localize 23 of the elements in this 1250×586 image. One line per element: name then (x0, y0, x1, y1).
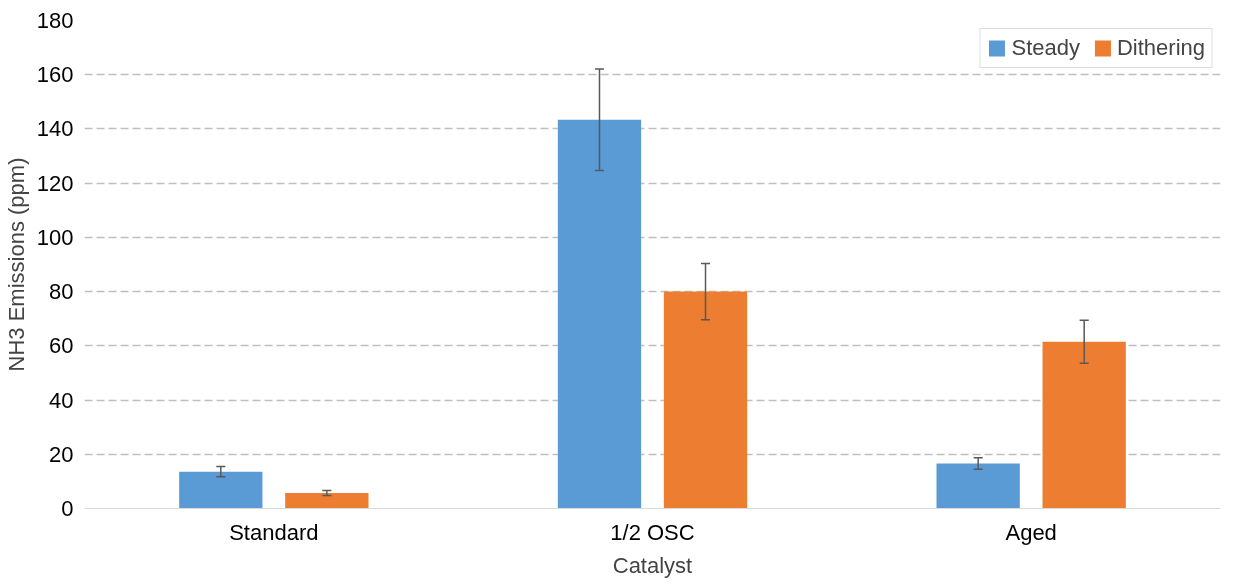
y-tick-label: 0 (61, 496, 74, 521)
bar (285, 493, 369, 509)
x-tick-label: Aged (1005, 519, 1057, 545)
bar (936, 463, 1020, 509)
y-tick-label: 120 (36, 170, 74, 196)
y-tick-label: 60 (49, 333, 74, 359)
y-tick-label: 80 (49, 279, 74, 305)
y-tick-label: 20 (49, 441, 74, 467)
y-tick-label: 100 (36, 224, 74, 250)
x-tick-label: 1/2 OSC (610, 519, 695, 545)
y-axis-title: NH3 Emissions (ppm) (3, 157, 29, 372)
y-tick-label: 40 (49, 387, 74, 413)
bar (179, 471, 263, 509)
y-tick-label: 140 (36, 116, 74, 142)
bar (663, 291, 748, 509)
y-tick-label: 160 (36, 62, 74, 88)
x-axis-title: Catalyst (612, 552, 693, 578)
x-tick-label: Standard (229, 519, 319, 545)
y-tick-label: 180 (36, 8, 74, 33)
legend-label: Steady (1011, 35, 1080, 61)
legend-label: Dithering (1116, 35, 1205, 61)
bar (1042, 341, 1126, 509)
bar (557, 119, 642, 509)
